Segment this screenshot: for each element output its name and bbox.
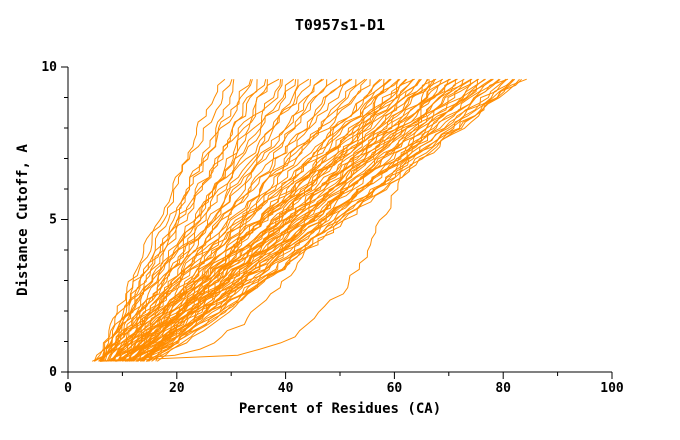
model-curve [99,78,324,362]
model-curve [120,78,437,362]
model-curve [128,78,435,362]
model-curve [142,78,509,362]
model-curve [111,78,391,362]
x-tick-label: 0 [64,381,72,396]
model-curve [110,78,392,362]
model-curve [128,78,422,362]
model-curve [101,79,311,362]
model-curve [129,78,457,362]
model-curve [156,78,520,362]
x-tick-label: 60 [387,381,403,396]
x-axis-label: Percent of Residues (CA) [238,401,442,417]
model-curve [101,78,280,362]
model-curve [111,78,353,362]
model-curve [137,79,478,362]
model-curve [151,78,527,362]
model-curve [100,79,430,362]
model-curve [141,78,494,362]
x-tick-label: 20 [169,381,185,396]
model-curve [131,79,464,362]
model-curve [120,78,415,362]
model-curve [93,78,226,362]
y-axis-label: Distance Cutoff, A [15,144,31,296]
y-tick-label: 10 [41,60,57,75]
model-curve [155,78,522,362]
model-curve [118,78,400,362]
model-curve [124,78,458,362]
model-curve [145,78,515,362]
model-curve [94,79,233,362]
model-curve [121,78,429,362]
model-curve [106,78,310,362]
model-curve [102,79,267,362]
model-curve [139,78,492,362]
model-curve [104,78,295,362]
chart-title: T0957s1-D1 [294,16,386,34]
x-tick-label: 40 [278,381,294,396]
model-curve [103,79,253,362]
model-curve [145,78,516,362]
model-curve [130,79,450,362]
model-curve [129,78,480,362]
y-tick-label: 5 [49,213,57,228]
model-curve [110,78,366,362]
y-tick-label: 0 [49,365,57,380]
x-tick-label: 80 [495,381,511,396]
x-tick-label: 100 [600,381,624,396]
model-curve [114,78,414,362]
model-curve [108,78,338,362]
model-curve [115,78,390,362]
model-curve [118,79,371,362]
model-curve [99,79,385,362]
